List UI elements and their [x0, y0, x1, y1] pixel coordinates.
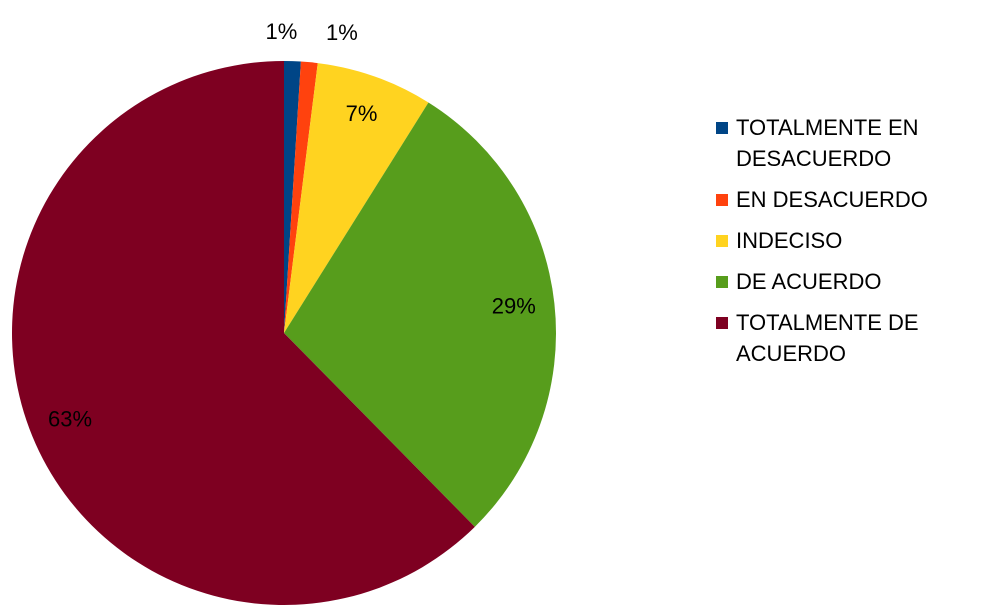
legend-label: INDECISO — [736, 228, 843, 253]
legend-swatch — [716, 317, 728, 329]
data-label: 7% — [346, 101, 378, 126]
legend-swatch — [716, 235, 728, 247]
data-label: 1% — [326, 20, 358, 45]
legend-item: TOTALMENTE EN DESACUERDO — [716, 112, 986, 174]
pie-slice — [284, 102, 556, 527]
legend-item: EN DESACUERDO — [716, 184, 986, 215]
legend-swatch — [716, 122, 728, 134]
pie-slice — [284, 63, 429, 333]
data-label: 63% — [48, 406, 92, 431]
legend-swatch — [716, 276, 728, 288]
pie-slice — [284, 61, 318, 334]
legend-label: EN DESACUERDO — [736, 187, 928, 212]
legend: TOTALMENTE EN DESACUERDO EN DESACUERDO IND… — [716, 112, 986, 379]
legend-item: INDECISO — [716, 225, 986, 256]
legend-label: TOTALMENTE EN DESACUERDO — [736, 115, 919, 171]
legend-label: TOTALMENTE DE ACUERDO — [736, 310, 919, 366]
legend-label: DE ACUERDO — [736, 269, 882, 294]
data-label: 29% — [492, 294, 536, 319]
legend-item: DE ACUERDO — [716, 266, 986, 297]
pie-slice — [11, 61, 475, 605]
data-label: 1% — [266, 19, 298, 44]
pie-slice — [284, 61, 301, 333]
legend-item: TOTALMENTE DE ACUERDO — [716, 307, 986, 369]
legend-swatch — [716, 194, 728, 206]
